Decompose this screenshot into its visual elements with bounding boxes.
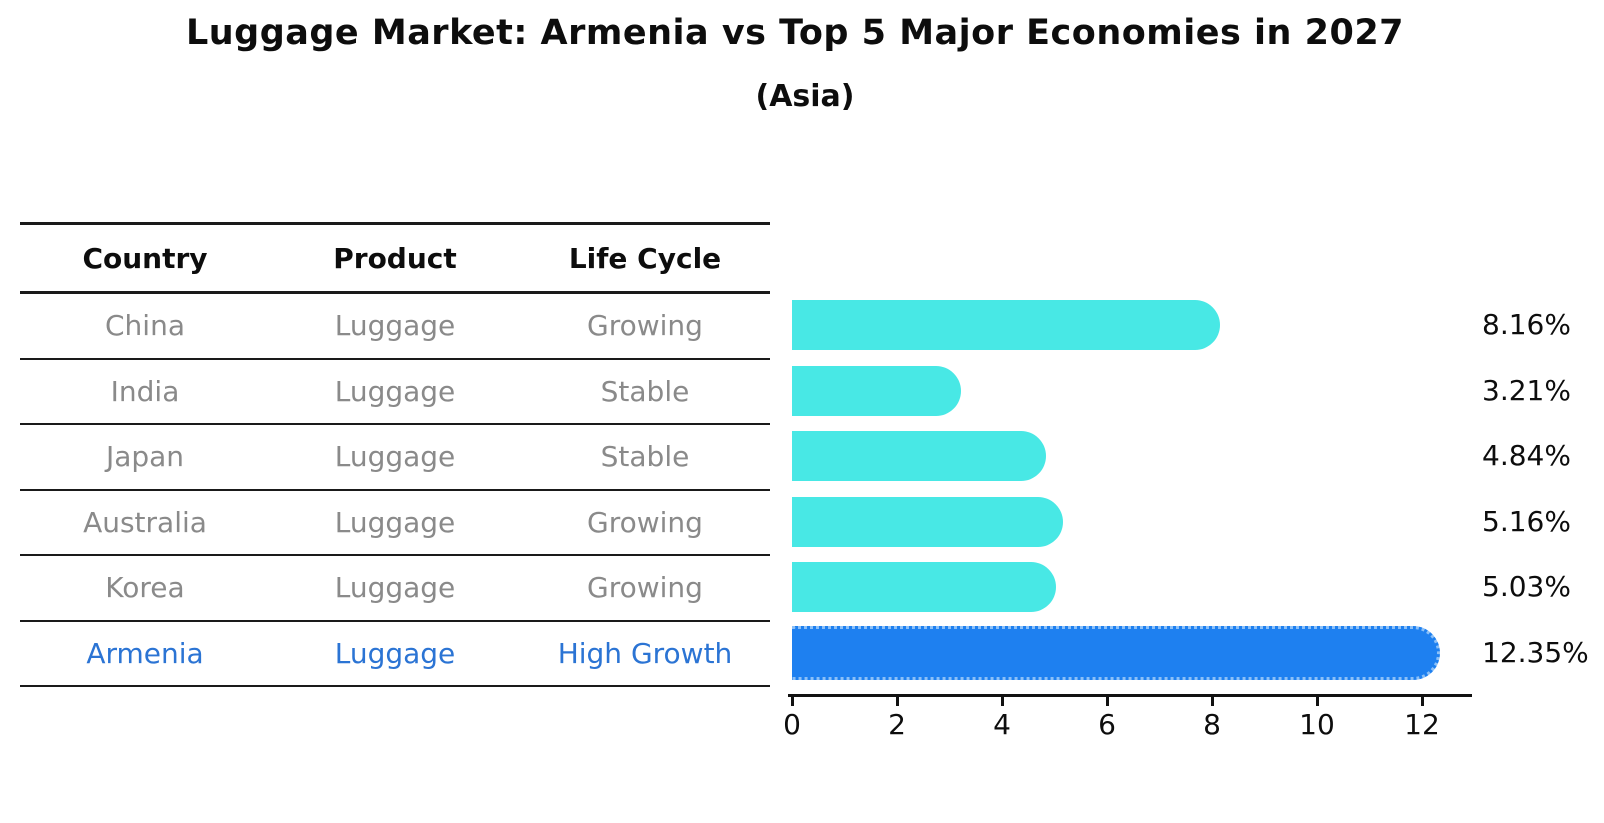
cell-lifecycle: Stable (600, 440, 690, 474)
bar-china (792, 300, 1221, 350)
cell-product: Luggage (334, 505, 456, 539)
cell-country: Japan (105, 440, 185, 474)
table-row-armenia: Armenia Luggage High Growth (20, 622, 770, 687)
x-axis-tick (895, 696, 899, 706)
bar-value-label: 5.03% (1482, 570, 1571, 603)
cell-product: Luggage (334, 309, 456, 343)
bar-japan (792, 431, 1047, 481)
x-axis-tick-label: 12 (1404, 708, 1440, 741)
cell-lifecycle: Growing (587, 571, 703, 605)
cell-product: Luggage (334, 636, 456, 670)
table-header-product: Product (333, 241, 457, 275)
table-header-country: Country (82, 241, 208, 275)
bar-value-label: 3.21% (1482, 373, 1571, 407)
country-table: Country Product Life Cycle China Luggage G… (20, 222, 770, 687)
bar-korea (792, 562, 1057, 612)
table-row-india: India Luggage Stable (20, 360, 770, 425)
cell-product: Luggage (334, 374, 456, 408)
bar-value-label: 4.84% (1482, 439, 1571, 472)
x-axis-tick (790, 696, 794, 706)
x-axis-tick (1210, 696, 1214, 706)
x-axis-tick (1315, 696, 1319, 706)
bar-value-label: 8.16% (1482, 308, 1571, 341)
table-header-lifecycle: Life Cycle (568, 241, 722, 275)
cell-lifecycle: High Growth (557, 636, 733, 670)
cell-country: Australia (83, 505, 207, 539)
table-row-japan: Japan Luggage Stable (20, 425, 770, 491)
cell-lifecycle: Growing (587, 309, 703, 343)
x-axis-tick (1420, 696, 1424, 706)
x-axis-tick-label: 6 (1098, 708, 1116, 741)
cell-lifecycle: Growing (587, 505, 703, 539)
cell-country: Korea (105, 571, 185, 605)
bar-australia (792, 496, 1063, 547)
x-axis-tick-label: 0 (783, 708, 801, 741)
x-axis-tick-label: 10 (1299, 708, 1335, 741)
bar-value-label: 5.16% (1482, 504, 1571, 538)
x-axis-tick-label: 2 (888, 708, 906, 741)
cell-country: China (105, 309, 185, 343)
cell-country: Armenia (86, 636, 204, 670)
table-row-korea: Korea Luggage Growing (20, 556, 770, 622)
cell-product: Luggage (334, 571, 456, 605)
bar-india (792, 365, 961, 416)
table-row-china: China Luggage Growing (20, 294, 770, 360)
x-axis-tick-label: 8 (1203, 708, 1221, 741)
x-axis-tick (1000, 696, 1004, 706)
bar-armenia (792, 625, 1441, 680)
bar-value-label: 12.35% (1482, 635, 1589, 669)
table-body: China Luggage Growing India Luggage Stable Jap… (20, 294, 770, 687)
chart-title: Luggage Market: Armenia vs Top 5 Major E… (185, 13, 1405, 53)
x-axis-tick-label: 4 (993, 708, 1011, 741)
x-axis-line (788, 694, 1472, 697)
chart-subtitle: (Asia) (755, 79, 855, 114)
x-axis-tick (1105, 696, 1109, 706)
cell-product: Luggage (334, 440, 456, 474)
table-header-row: Country Product Life Cycle (20, 225, 770, 294)
cell-country: India (110, 374, 180, 408)
cell-lifecycle: Stable (600, 374, 690, 408)
table-row-australia: Australia Luggage Growing (20, 491, 770, 556)
